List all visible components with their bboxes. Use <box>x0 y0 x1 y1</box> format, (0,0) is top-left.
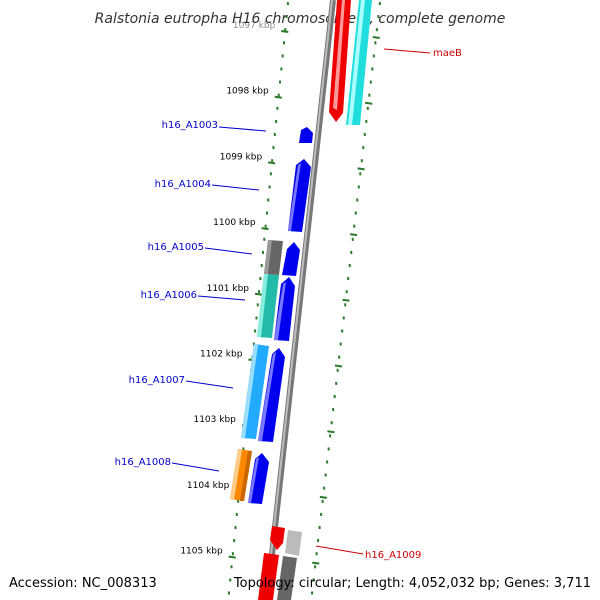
guide-tick-right <box>319 495 327 499</box>
gene-label-h16-a1007: h16_A1007 <box>129 375 185 386</box>
tick-mark <box>228 555 236 559</box>
guide-tick-right <box>349 233 358 237</box>
guide-tick-right <box>372 36 380 39</box>
tick-mark <box>281 30 289 33</box>
gene-label-h16-a1008: h16_A1008 <box>115 457 171 468</box>
gene-labels: maeB h16_A1003 h16_A1004 h16_A1005 h16_A… <box>115 48 462 561</box>
reverse-strand-features <box>258 0 372 600</box>
gene-light-gray <box>285 530 302 556</box>
tick-mark <box>254 292 263 296</box>
tick-label: 1102 kbp <box>200 350 243 360</box>
gene-h16-a1005-blue <box>282 242 300 276</box>
gene-h16-a1009 <box>270 526 285 550</box>
gene-label-h16-a1006: h16_A1006 <box>141 290 197 301</box>
guide-tick-right <box>312 561 320 565</box>
tick-mark <box>261 227 269 231</box>
gene-label-h16-a1009: h16_A1009 <box>365 550 421 561</box>
tick-label: 1098 kbp <box>226 87 269 97</box>
gene-h16-a1003 <box>299 127 313 143</box>
gene-red-lower <box>258 553 279 600</box>
tick-mark <box>274 95 282 99</box>
gene-h16-a1008-blue <box>248 453 269 504</box>
kbp-ticks: 1097 kbp 1098 kbp 1099 kbp 1100 kbp 1101 kbp… <box>180 21 289 559</box>
tick-mark <box>268 161 276 165</box>
forward-strand-features <box>230 127 313 504</box>
label-leaders <box>171 48 431 555</box>
guide-tick-right <box>334 364 343 368</box>
guide-tick-right <box>365 101 373 105</box>
guide-tick-right <box>327 430 335 434</box>
tick-label: 1104 kbp <box>187 481 230 491</box>
gene-label-h16-a1003: h16_A1003 <box>162 120 218 131</box>
tick-label: 1103 kbp <box>193 415 236 425</box>
guide-tick-right <box>357 167 365 171</box>
map-title: Ralstonia eutropha H16 chromosome 1, com… <box>95 11 506 27</box>
tick-label: 1100 kbp <box>213 218 256 228</box>
tick-label: 1101 kbp <box>207 284 250 294</box>
gene-label-maeb: maeB <box>433 48 462 59</box>
gene-label-h16-a1005: h16_A1005 <box>148 242 204 253</box>
gene-dark-gray-lower <box>277 556 297 600</box>
gene-h16-a1004 <box>288 159 311 232</box>
chromosome-backbone <box>264 0 336 600</box>
guide-tick-right <box>342 298 350 302</box>
accession-text: Accession: NC_008313 <box>9 576 157 591</box>
tick-label: 1105 kbp <box>180 547 223 557</box>
tick-label: 1099 kbp <box>220 152 263 162</box>
gene-label-h16-a1004: h16_A1004 <box>155 179 211 190</box>
topology-text: Topology: circular; Length: 4,052,032 bp… <box>233 576 591 591</box>
tick-label: 1097 kbp <box>233 21 276 31</box>
